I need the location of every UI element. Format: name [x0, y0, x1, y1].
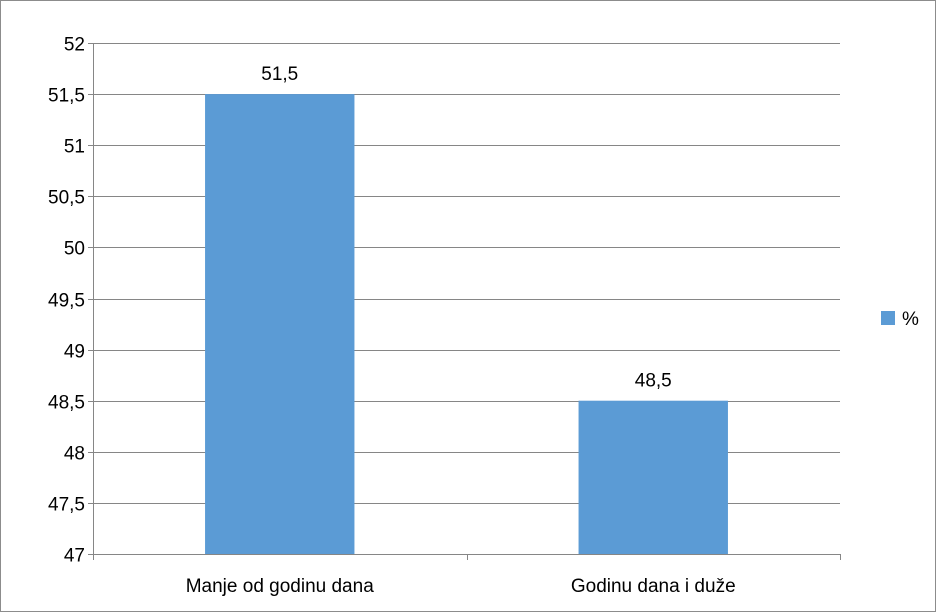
- bar: [578, 400, 728, 554]
- data-labels: 51,5 48,5: [261, 64, 671, 392]
- x-category-label: Manje od godinu dana: [186, 576, 374, 597]
- bars: [205, 94, 728, 554]
- y-tick-label: 51: [64, 137, 85, 158]
- legend-swatch: [881, 311, 895, 325]
- y-tick-label: 51,5: [48, 86, 85, 107]
- y-tick-label: 48,5: [48, 393, 85, 414]
- data-label: 48,5: [635, 371, 672, 392]
- y-tick-label: 48: [64, 444, 85, 465]
- x-axis-labels: Manje od godinu dana Godinu dana i duže: [186, 576, 736, 597]
- y-tick-label: 47,5: [48, 495, 85, 516]
- y-tick-label: 50: [64, 239, 85, 260]
- x-category-label: Godinu dana i duže: [571, 576, 736, 597]
- axes: [93, 43, 841, 560]
- legend-label: %: [902, 309, 919, 330]
- bar: [205, 94, 355, 554]
- y-tick-label: 49,5: [48, 291, 85, 312]
- y-tick-label: 52: [64, 35, 85, 56]
- data-label: 51,5: [261, 64, 298, 85]
- y-tick-label: 49: [64, 342, 85, 363]
- y-tick-label: 47: [64, 546, 85, 567]
- y-axis-ticks: 47 47,5 48 48,5 49 49,5 50 50,5 51 51,5 52: [48, 35, 93, 567]
- y-tick-label: 50,5: [48, 188, 85, 209]
- legend: %: [881, 309, 919, 330]
